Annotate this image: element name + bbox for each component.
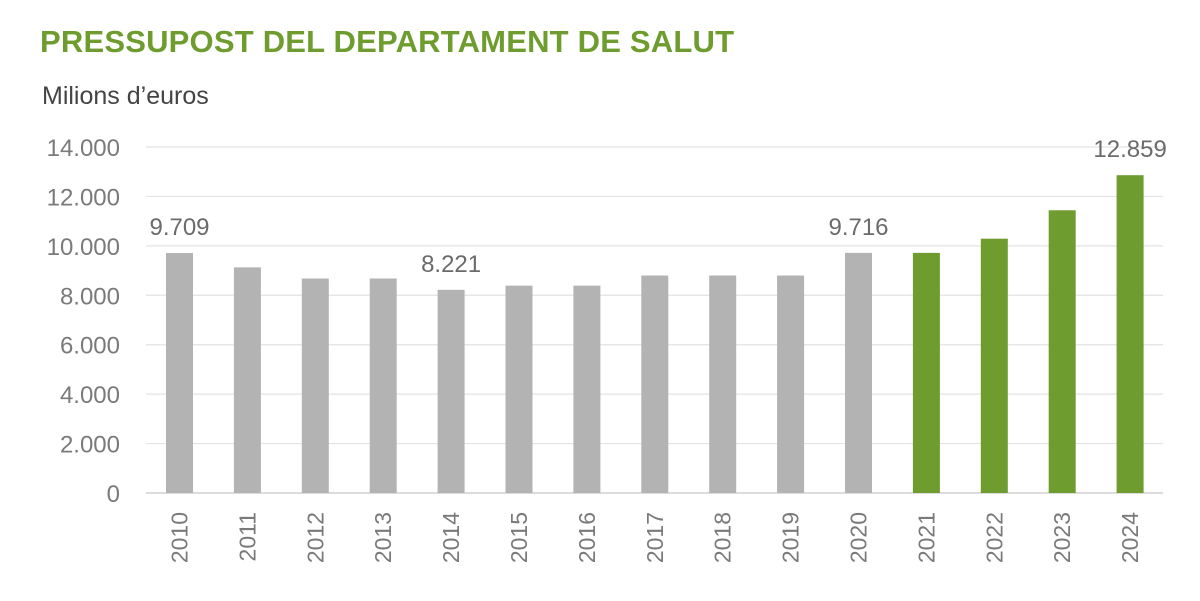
y-tick-label: 2.000 [60, 432, 120, 459]
x-tick-label: 2020 [846, 512, 872, 563]
chart-subtitle: Milions d’euros [42, 82, 209, 110]
x-tick-label: 2024 [1117, 512, 1143, 563]
x-tick-label: 2011 [234, 512, 260, 561]
bar-2016 [573, 285, 601, 493]
bar-2015 [505, 285, 533, 493]
bar-2024 [1116, 175, 1144, 493]
bar-2019 [777, 275, 805, 493]
x-tick-label: 2022 [981, 512, 1007, 563]
y-tick-label: 4.000 [60, 382, 120, 409]
bar-2022 [980, 238, 1008, 493]
bar-2014 [437, 289, 465, 493]
bar-2010 [166, 253, 193, 493]
data-label: 9.709 [149, 214, 209, 241]
x-tick-label: 2014 [438, 512, 464, 563]
bar-2023 [1048, 210, 1076, 494]
x-tick-label: 2023 [1049, 512, 1075, 563]
bar-2012 [301, 278, 329, 493]
x-axis: 2010 2011 2012 2013 2014 2015 2016 2017 2018 2019… [167, 512, 1144, 563]
data-label: 9.716 [828, 214, 888, 241]
bar-2017 [641, 275, 669, 493]
x-tick-label: 2015 [506, 512, 532, 563]
bars [166, 175, 1144, 494]
x-tick-label: 2012 [302, 512, 328, 563]
x-tick-label: 2016 [574, 512, 600, 563]
x-tick-label: 2019 [778, 512, 804, 563]
y-tick-label: 6.000 [60, 333, 120, 360]
bar-2020 [845, 252, 872, 493]
bar-2011 [233, 267, 261, 493]
x-tick-label: 2017 [642, 512, 668, 563]
x-tick-label: 2021 [913, 512, 939, 563]
y-tick-label: 0 [107, 481, 120, 508]
x-tick-label: 2018 [710, 512, 736, 563]
y-tick-label: 10.000 [47, 234, 120, 261]
bar-2018 [709, 275, 737, 493]
data-labels: 9.709 8.221 9.716 12.859 [149, 136, 1166, 278]
x-tick-label: 2013 [370, 512, 396, 563]
y-tick-label: 14.000 [47, 135, 120, 162]
bar-2013 [369, 278, 397, 493]
y-axis: 0 2.000 4.000 6.000 8.000 10.000 12.000 14.000 [47, 135, 120, 508]
y-tick-label: 12.000 [47, 184, 120, 211]
chart-title: PRESSUPOST DEL DEPARTAMENT DE SALUT [40, 24, 735, 59]
data-label: 8.221 [421, 251, 481, 278]
bar-2021 [912, 252, 940, 493]
data-label: 12.859 [1093, 136, 1166, 163]
y-tick-label: 8.000 [60, 283, 120, 310]
x-tick-label: 2010 [167, 512, 193, 563]
